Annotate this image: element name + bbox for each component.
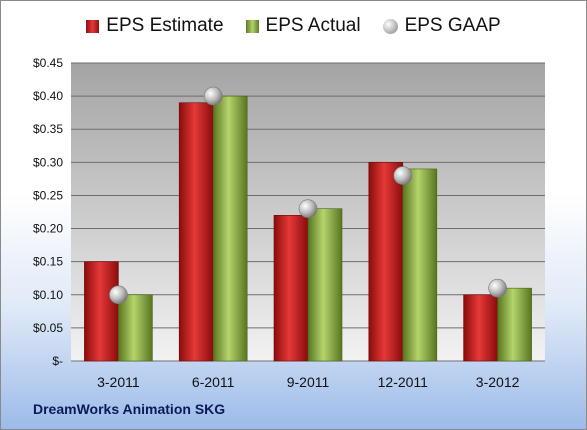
legend-item-estimate: EPS Estimate (86, 15, 224, 37)
estimate-bar (463, 294, 498, 362)
actual-bar (497, 287, 532, 362)
legend-label-gaap: EPS GAAP (404, 15, 501, 36)
y-tick-label: $0.45 (33, 56, 63, 70)
actual-bar (118, 294, 153, 362)
actual-bar (307, 208, 343, 362)
x-tick-label: 12-2011 (378, 374, 429, 390)
y-tick-label: $- (52, 354, 63, 368)
legend-label-actual: EPS Actual (265, 15, 361, 36)
legend-swatch-estimate (86, 19, 100, 33)
gaap-marker (298, 199, 318, 218)
gaap-marker (109, 285, 128, 305)
gaap-markers (109, 86, 507, 305)
y-tick-label: $0.05 (33, 321, 63, 335)
company-name: DreamWorks Animation SKG (33, 401, 226, 417)
estimate-bar (368, 162, 404, 362)
y-tick-label: $0.30 (33, 155, 63, 169)
y-axis-ticks: $- $0.05 $0.10 $0.15 $0.20 $0.25 $0.30 $0.35 $0.… (33, 56, 63, 368)
legend-item-actual: EPS Actual (245, 15, 361, 37)
y-tick-label: $0.25 (33, 188, 63, 202)
actual-bar (402, 168, 438, 362)
gaap-marker (203, 86, 223, 106)
gaap-marker (488, 278, 507, 298)
y-tick-label: $0.35 (33, 122, 63, 136)
actual-bar (212, 95, 248, 362)
estimate-bar (178, 102, 214, 362)
y-tick-label: $0.20 (33, 222, 63, 236)
y-tick-label: $0.10 (33, 288, 63, 302)
legend: EPS Estimate EPS Actual EPS GAAP (1, 15, 586, 37)
x-tick-label: 3-2012 (476, 374, 520, 390)
estimate-bar (84, 261, 119, 362)
y-tick-label: $0.40 (33, 89, 63, 103)
bars (84, 95, 532, 362)
legend-swatch-actual (245, 19, 259, 33)
legend-label-estimate: EPS Estimate (106, 15, 224, 36)
legend-swatch-gaap (382, 18, 398, 34)
legend-item-gaap: EPS GAAP (382, 15, 501, 37)
estimate-bar (273, 215, 309, 362)
x-tick-label: 6-2011 (192, 374, 235, 390)
gaap-marker (393, 166, 413, 185)
y-tick-label: $0.15 (33, 255, 63, 269)
x-tick-label: 9-2011 (287, 374, 330, 390)
x-tick-label: 3-2011 (97, 374, 140, 390)
x-axis-ticks: 3-2011 6-2011 9-2011 12-2011 3-2012 (97, 374, 519, 390)
